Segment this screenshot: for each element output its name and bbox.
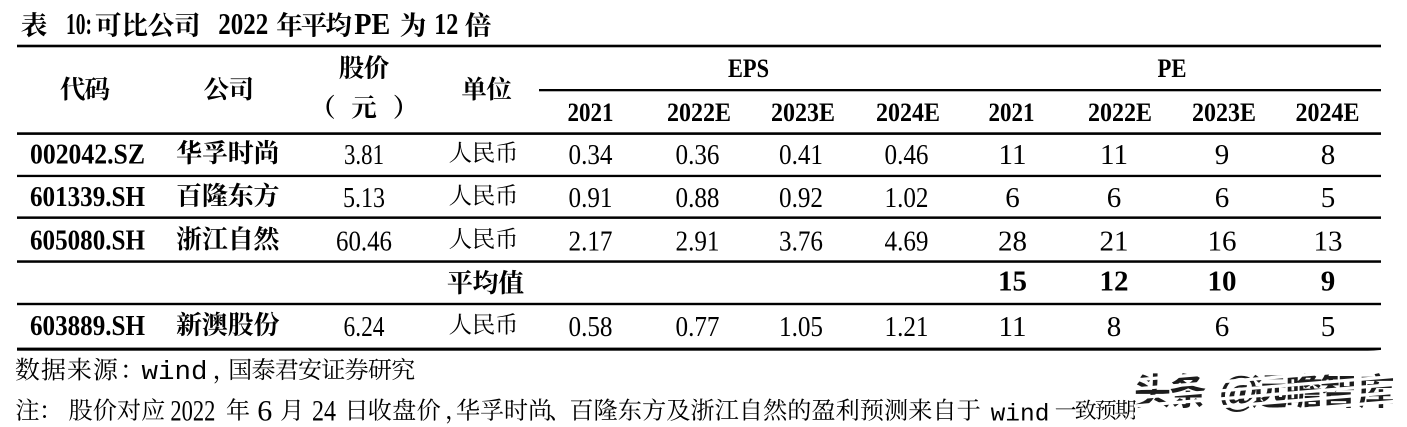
svg-text:0.36: 0.36	[676, 139, 720, 171]
svg-text:16: 16	[1208, 225, 1237, 257]
svg-text:605080.SH: 605080.SH	[30, 225, 145, 257]
svg-text:10: 10	[1208, 265, 1237, 297]
svg-text:0.88: 0.88	[676, 182, 720, 214]
svg-text:10:: 10:	[66, 6, 92, 41]
svg-text:2021: 2021	[989, 98, 1035, 127]
svg-text:3.76: 3.76	[779, 225, 823, 257]
svg-text:15: 15	[998, 265, 1027, 297]
svg-text:11: 11	[999, 311, 1027, 343]
svg-text:6.24: 6.24	[344, 311, 385, 343]
svg-text:60.46: 60.46	[336, 225, 392, 257]
svg-text:2022E: 2022E	[667, 98, 731, 127]
svg-text:8: 8	[1107, 311, 1122, 343]
svg-text:5.13: 5.13	[343, 182, 385, 214]
svg-text:5: 5	[1321, 311, 1336, 343]
svg-text:0.77: 0.77	[676, 311, 720, 343]
svg-text:6: 6	[1215, 311, 1230, 343]
svg-text:2023E: 2023E	[1192, 98, 1256, 127]
svg-text:0.46: 0.46	[885, 139, 929, 171]
svg-text:2024E: 2024E	[1296, 98, 1360, 127]
svg-text:28: 28	[998, 225, 1027, 257]
svg-text:PE: PE	[1158, 54, 1187, 83]
svg-text:6: 6	[1215, 182, 1230, 214]
svg-text:4.69: 4.69	[885, 225, 929, 257]
svg-text:6: 6	[1005, 182, 1020, 214]
svg-text:0.91: 0.91	[569, 182, 613, 214]
svg-text:0.58: 0.58	[569, 311, 613, 343]
svg-text:9: 9	[1321, 265, 1336, 297]
svg-text:6: 6	[1107, 182, 1122, 214]
svg-text:11: 11	[999, 139, 1027, 171]
svg-text:0.34: 0.34	[569, 139, 613, 171]
svg-text:8: 8	[1321, 139, 1336, 171]
svg-text:2.17: 2.17	[569, 225, 613, 257]
svg-text:0.41: 0.41	[779, 139, 823, 171]
svg-text:1.21: 1.21	[885, 311, 929, 343]
svg-text:24: 24	[312, 394, 336, 427]
svg-text:11: 11	[1100, 139, 1128, 171]
svg-text:EPS: EPS	[728, 54, 769, 83]
svg-text:wind: wind	[991, 401, 1050, 427]
svg-text:2023E: 2023E	[771, 98, 835, 127]
svg-text:2024E: 2024E	[876, 98, 940, 127]
svg-text:601339.SH: 601339.SH	[30, 181, 145, 213]
svg-text:21: 21	[1100, 225, 1129, 257]
svg-text:0.92: 0.92	[779, 182, 823, 214]
svg-text:2022: 2022	[170, 394, 215, 427]
svg-text:12: 12	[434, 6, 458, 41]
svg-text:PE: PE	[354, 6, 390, 41]
svg-text:6: 6	[257, 394, 272, 427]
svg-text:13: 13	[1314, 225, 1343, 257]
svg-text:wind: wind	[142, 358, 208, 387]
svg-text:2022: 2022	[218, 6, 268, 41]
svg-text:002042.SZ: 002042.SZ	[30, 138, 145, 170]
svg-text:12: 12	[1100, 265, 1129, 297]
svg-text:5: 5	[1321, 182, 1336, 214]
svg-text:3.81: 3.81	[344, 139, 384, 171]
svg-text:2.91: 2.91	[676, 225, 720, 257]
svg-text:2022E: 2022E	[1088, 98, 1152, 127]
svg-text:603889.SH: 603889.SH	[30, 310, 145, 342]
svg-text:2021: 2021	[568, 98, 614, 127]
svg-text:1.05: 1.05	[779, 311, 823, 343]
svg-text:9: 9	[1215, 139, 1230, 171]
svg-text:1.02: 1.02	[885, 182, 929, 214]
